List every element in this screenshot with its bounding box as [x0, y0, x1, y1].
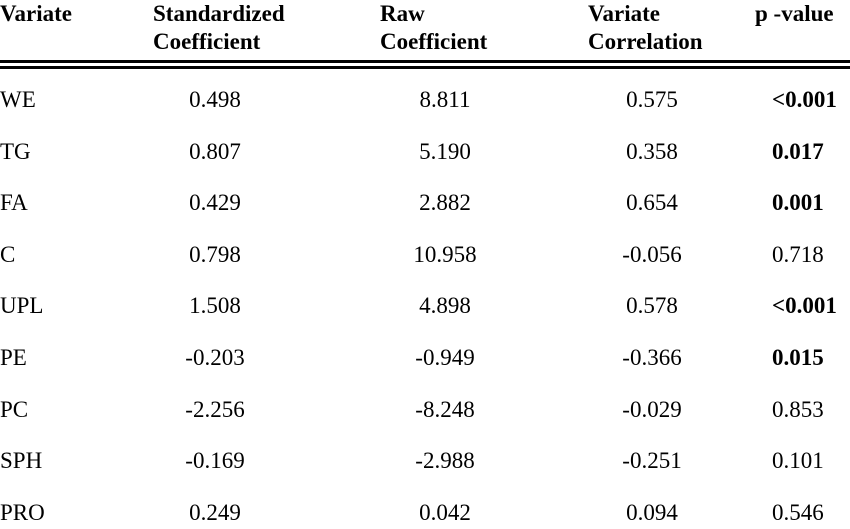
cell-standardized-coefficient: -2.256 [185, 396, 245, 422]
cell-variate-correlation: 0.358 [626, 138, 678, 164]
cell-variate: PE [0, 345, 27, 370]
cell-p-value: 0.001 [772, 190, 824, 216]
cell-standardized-coefficient: 0.249 [189, 499, 241, 525]
header-variate: Variate [0, 0, 72, 28]
cell-raw-coefficient: 8.811 [419, 87, 471, 112]
cell-p-value: <0.001 [772, 87, 837, 112]
cell-raw-coefficient: -0.949 [415, 345, 475, 370]
cell-raw-coefficient: 0.042 [419, 499, 471, 525]
cell-p-value: 0.718 [772, 241, 824, 267]
cell-p-value: 0.015 [772, 345, 824, 370]
cell-variate-correlation: 0.578 [626, 293, 678, 319]
cell-variate: TG [0, 138, 31, 164]
cell-standardized-coefficient: 0.807 [189, 138, 241, 164]
header-line: Variate [588, 1, 660, 26]
header-line: Coefficient [153, 29, 261, 54]
cell-raw-coefficient: 4.898 [419, 293, 471, 319]
cell-raw-coefficient: 5.190 [419, 138, 471, 164]
cell-p-value: 0.101 [772, 448, 824, 474]
header-line: Variate [0, 1, 72, 26]
cell-variate-correlation: 0.654 [626, 190, 678, 216]
cell-raw-coefficient: 10.958 [413, 241, 477, 267]
cell-standardized-coefficient: -0.203 [185, 345, 245, 370]
header-standardized-coefficient: Standardized Coefficient [153, 0, 285, 56]
cell-variate-correlation: -0.251 [622, 448, 682, 474]
header-line: p -value [755, 1, 834, 26]
cell-variate-correlation: -0.029 [622, 396, 682, 422]
cell-variate-correlation: -0.366 [622, 345, 682, 370]
cell-standardized-coefficient: -0.169 [185, 448, 245, 474]
cell-raw-coefficient: -2.988 [415, 448, 475, 474]
cell-variate-correlation: 0.094 [626, 499, 678, 525]
cell-p-value: 0.017 [772, 138, 824, 164]
header-line: Standardized [153, 1, 285, 26]
header-variate-correlation: Variate Correlation [588, 0, 703, 56]
header-line: Correlation [588, 29, 703, 54]
header-rule-top [0, 60, 850, 63]
cell-raw-coefficient: 2.882 [419, 190, 471, 216]
header-rule-bottom [0, 66, 850, 69]
header-line: Coefficient [380, 29, 488, 54]
cell-standardized-coefficient: 0.498 [189, 87, 241, 112]
cell-standardized-coefficient: 1.508 [189, 293, 241, 319]
cell-variate: SPH [0, 448, 43, 474]
cell-variate: WE [0, 87, 36, 112]
header-raw-coefficient: Raw Coefficient [380, 0, 487, 56]
cell-variate: C [0, 241, 16, 267]
cell-variate-correlation: -0.056 [622, 241, 682, 267]
cell-standardized-coefficient: 0.798 [189, 241, 241, 267]
cell-variate: UPL [0, 293, 44, 319]
header-line: Raw [380, 1, 425, 26]
cell-p-value: 0.853 [772, 396, 824, 422]
cell-variate: FA [0, 190, 28, 216]
cell-variate: PRO [0, 499, 45, 525]
cell-standardized-coefficient: 0.429 [189, 190, 241, 216]
cell-p-value: <0.001 [772, 293, 837, 319]
cell-raw-coefficient: -8.248 [415, 396, 475, 422]
cell-variate: PC [0, 396, 29, 422]
cell-p-value: 0.546 [772, 499, 824, 525]
header-p-value: p -value [755, 0, 834, 28]
cell-variate-correlation: 0.575 [626, 87, 678, 112]
